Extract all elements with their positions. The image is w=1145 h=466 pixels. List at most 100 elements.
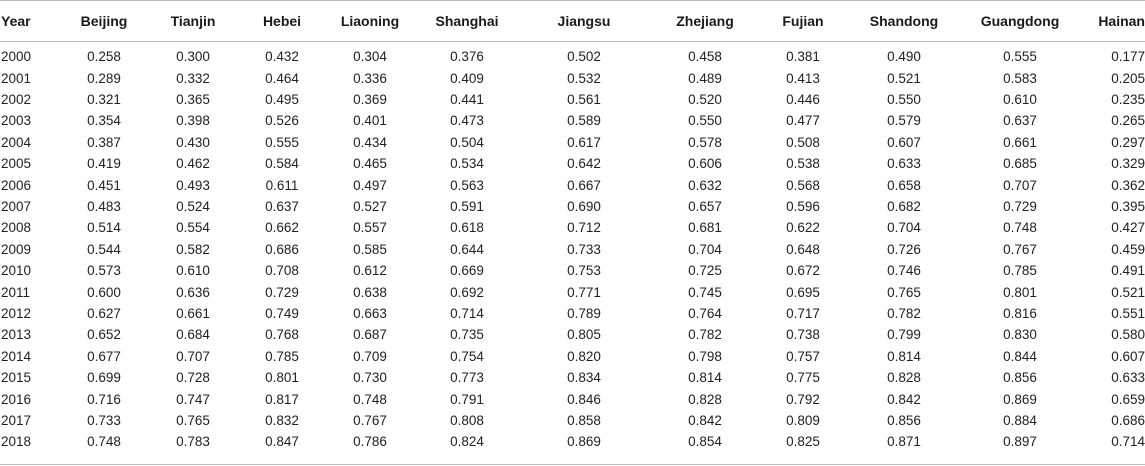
value-cell: 0.730 [353, 370, 387, 386]
value-cell: 0.801 [265, 370, 299, 386]
value-cell: 0.809 [786, 412, 820, 428]
value-cell: 0.409 [450, 70, 484, 86]
value-cell: 0.789 [567, 305, 601, 321]
table-row: 2013 0.652 0.684 0.768 0.687 0.735 0.805 0.782 0… [0, 324, 1145, 345]
value-cell: 0.644 [450, 241, 484, 257]
value-cell: 0.637 [265, 198, 299, 214]
value-cell: 0.638 [353, 284, 387, 300]
value-cell: 0.432 [265, 49, 299, 65]
value-cell: 0.854 [688, 434, 722, 450]
value-cell: 0.834 [567, 370, 601, 386]
value-cell: 0.685 [1003, 156, 1037, 172]
value-cell: 0.792 [786, 391, 820, 407]
value-cell: 0.611 [265, 177, 299, 193]
value-cell: 0.847 [265, 434, 299, 450]
value-cell: 0.477 [786, 113, 820, 129]
year-cell: 2004 [1, 134, 32, 150]
value-cell: 0.413 [786, 70, 820, 86]
value-cell: 0.205 [1111, 70, 1145, 86]
table-row: 2014 0.677 0.707 0.785 0.709 0.754 0.820 0.798 0… [0, 346, 1145, 367]
value-cell: 0.362 [1111, 177, 1145, 193]
value-cell: 0.265 [1111, 113, 1145, 129]
value-cell: 0.534 [450, 156, 484, 172]
value-cell: 0.735 [450, 327, 484, 343]
value-cell: 0.235 [1111, 91, 1145, 107]
table-row: 2009 0.544 0.582 0.686 0.585 0.644 0.733 0.704 0… [0, 239, 1145, 260]
value-cell: 0.527 [353, 198, 387, 214]
value-cell: 0.820 [567, 348, 601, 364]
value-cell: 0.663 [353, 305, 387, 321]
value-cell: 0.687 [353, 327, 387, 343]
value-cell: 0.672 [786, 263, 820, 279]
value-cell: 0.808 [450, 412, 484, 428]
value-cell: 0.828 [887, 370, 921, 386]
value-cell: 0.764 [688, 305, 722, 321]
table-row: 2015 0.699 0.728 0.801 0.730 0.773 0.834 0.814 0… [0, 367, 1145, 388]
value-cell: 0.729 [1003, 198, 1037, 214]
table-row: 2018 0.748 0.783 0.847 0.786 0.824 0.869 0.854 0… [0, 431, 1145, 452]
value-cell: 0.717 [786, 305, 820, 321]
value-cell: 0.707 [1003, 177, 1037, 193]
value-cell: 0.686 [265, 241, 299, 257]
table-row: 2012 0.627 0.661 0.749 0.663 0.714 0.789 0.764 0… [0, 303, 1145, 324]
value-cell: 0.632 [688, 177, 722, 193]
column-header: Hebei [262, 13, 302, 29]
value-cell: 0.765 [176, 412, 210, 428]
year-cell: 2016 [1, 391, 32, 407]
value-cell: 0.336 [353, 70, 387, 86]
value-cell: 0.502 [567, 49, 601, 65]
value-cell: 0.786 [353, 434, 387, 450]
value-cell: 0.747 [176, 391, 210, 407]
value-cell: 0.607 [887, 134, 921, 150]
column-header: Liaoning [340, 13, 400, 29]
value-cell: 0.856 [1003, 370, 1037, 386]
value-cell: 0.662 [265, 220, 299, 236]
table-row: 2004 0.387 0.430 0.555 0.434 0.504 0.617 0.578 0… [0, 132, 1145, 153]
year-cell: 2017 [1, 412, 32, 428]
year-cell: 2002 [1, 91, 32, 107]
value-cell: 0.767 [353, 412, 387, 428]
year-cell: 2011 [1, 284, 31, 300]
value-cell: 0.669 [450, 263, 484, 279]
year-cell: 2003 [1, 113, 32, 129]
bottom-rule [0, 464, 1145, 465]
value-cell: 0.578 [688, 134, 722, 150]
value-cell: 0.583 [1003, 70, 1037, 86]
value-cell: 0.782 [688, 327, 722, 343]
value-cell: 0.584 [265, 156, 299, 172]
value-cell: 0.596 [786, 198, 820, 214]
value-cell: 0.521 [887, 70, 921, 86]
year-cell: 2008 [1, 220, 32, 236]
value-cell: 0.754 [450, 348, 484, 364]
value-cell: 0.606 [688, 156, 722, 172]
value-cell: 0.773 [450, 370, 484, 386]
value-cell: 0.684 [176, 327, 210, 343]
value-cell: 0.775 [786, 370, 820, 386]
value-cell: 0.667 [567, 177, 601, 193]
value-cell: 0.617 [567, 134, 601, 150]
value-cell: 0.846 [567, 391, 601, 407]
value-cell: 0.753 [567, 263, 601, 279]
value-cell: 0.648 [786, 241, 820, 257]
value-cell: 0.289 [87, 70, 121, 86]
value-cell: 0.520 [688, 91, 722, 107]
table-row: 2003 0.354 0.398 0.526 0.401 0.473 0.589 0.550 0… [0, 110, 1145, 131]
value-cell: 0.585 [353, 241, 387, 257]
value-cell: 0.508 [786, 134, 820, 150]
value-cell: 0.677 [87, 348, 121, 364]
value-cell: 0.459 [1111, 241, 1145, 257]
value-cell: 0.709 [353, 348, 387, 364]
value-cell: 0.430 [176, 134, 210, 150]
year-cell: 2012 [1, 305, 32, 321]
value-cell: 0.733 [87, 412, 121, 428]
value-cell: 0.329 [1111, 156, 1145, 172]
value-cell: 0.830 [1003, 327, 1037, 343]
value-cell: 0.825 [786, 434, 820, 450]
value-cell: 0.704 [688, 241, 722, 257]
year-cell: 2009 [1, 241, 32, 257]
value-cell: 0.869 [567, 434, 601, 450]
value-cell: 0.376 [450, 49, 484, 65]
value-cell: 0.395 [1111, 198, 1145, 214]
value-cell: 0.561 [567, 91, 601, 107]
value-cell: 0.419 [87, 156, 121, 172]
